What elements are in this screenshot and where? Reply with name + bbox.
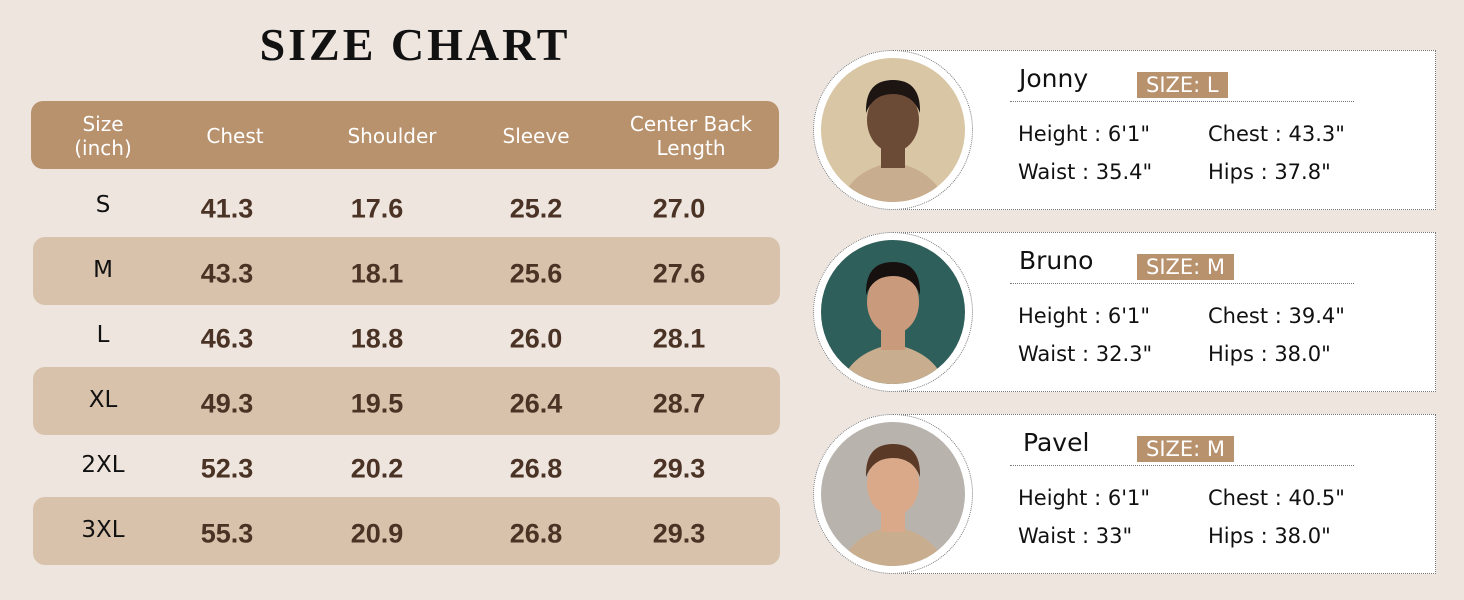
row-band [33,367,780,435]
height: Height : 6'1" [1018,122,1150,146]
value-cell: 20.9 [350,518,404,549]
size-cell: 2XL [81,452,125,478]
value-cell: 29.3 [652,453,706,484]
value-cell: 29.3 [652,518,706,549]
waist: Waist : 33" [1018,524,1133,548]
photo-ring [813,50,973,210]
header-cell: Shoulder [347,124,436,148]
size-tag: SIZE: M [1137,254,1235,280]
value-cell: 25.2 [509,193,563,224]
value-cell: 49.3 [200,388,254,419]
size-cell: S [95,192,111,218]
header-cell: Size (inch) [74,112,132,160]
hips: Hips : 37.8" [1208,160,1331,184]
portrait [821,240,965,384]
height: Height : 6'1" [1018,304,1150,328]
value-cell: 46.3 [200,323,254,354]
value-cell: 26.8 [509,453,563,484]
photo-ring [813,414,973,574]
header-line: Length [656,136,726,160]
photo [821,58,965,202]
size-tag: SIZE: M [1137,436,1235,462]
header-cell: Center Back Length [630,112,752,160]
value-cell: 18.1 [350,258,404,289]
row-band [33,237,780,305]
value-cell: 28.7 [652,388,706,419]
model-name: Pavel [1023,428,1090,457]
portrait [821,422,965,566]
size-cell: XL [88,387,118,413]
height: Height : 6'1" [1018,486,1150,510]
value-cell: 41.3 [200,193,254,224]
chest: Chest : 39.4" [1208,304,1345,328]
photo-ring [813,232,973,392]
waist: Waist : 32.3" [1018,342,1153,366]
value-cell: 27.0 [652,193,706,224]
value-cell: 26.8 [509,518,563,549]
table-header-bar [31,101,779,169]
row-band [33,497,780,565]
header-line: Chest [206,124,264,148]
value-cell: 18.8 [350,323,404,354]
chest: Chest : 40.5" [1208,486,1345,510]
header-cell: Chest [206,124,263,148]
photo [821,240,965,384]
divider [1010,101,1354,102]
size-cell: M [93,257,113,283]
header-line: Size [82,112,124,136]
header-line: Shoulder [347,124,437,148]
model-name: Jonny [1019,64,1089,93]
header-line: (inch) [74,136,132,160]
photo [821,422,965,566]
value-cell: 27.6 [652,258,706,289]
divider [1010,465,1354,466]
header-line: Center Back [629,112,753,136]
header-cell: Sleeve [502,124,569,148]
size-cell: L [96,322,110,348]
value-cell: 28.1 [652,323,706,354]
title: SIZE CHART [259,19,571,70]
waist: Waist : 35.4" [1018,160,1153,184]
divider [1010,283,1354,284]
header-line: Sleeve [502,124,570,148]
size-cell: 3XL [81,517,125,543]
hips: Hips : 38.0" [1208,524,1331,548]
hips: Hips : 38.0" [1208,342,1331,366]
value-cell: 20.2 [350,453,404,484]
value-cell: 26.0 [509,323,563,354]
value-cell: 52.3 [200,453,254,484]
value-cell: 26.4 [509,388,563,419]
value-cell: 25.6 [509,258,563,289]
value-cell: 55.3 [200,518,254,549]
value-cell: 19.5 [350,388,404,419]
size-tag: SIZE: L [1137,72,1228,98]
model-name: Bruno [1019,246,1094,275]
chest: Chest : 43.3" [1208,122,1345,146]
value-cell: 17.6 [350,193,404,224]
portrait [821,58,965,202]
value-cell: 43.3 [200,258,254,289]
